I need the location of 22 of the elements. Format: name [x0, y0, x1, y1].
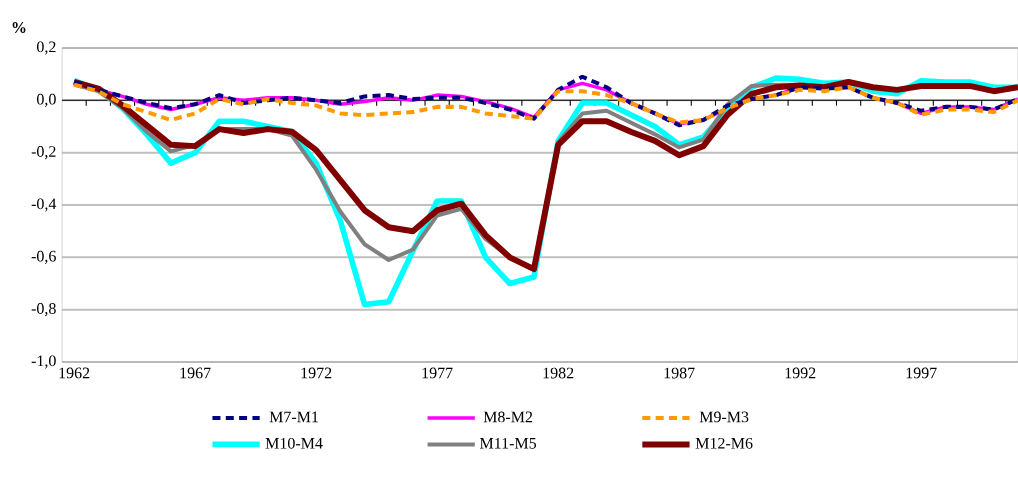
x-tick-label: 1962 — [59, 367, 90, 379]
legend-label: M9-M3 — [699, 411, 749, 423]
y-tick-label: -1,0 — [31, 355, 56, 369]
x-tick-label: 1997 — [906, 367, 937, 379]
y-axis-title: % — [12, 22, 26, 33]
legend-label: M7-M1 — [269, 411, 318, 423]
x-tick-label: 1977 — [422, 367, 453, 379]
legend-label: M12-M6 — [695, 437, 753, 449]
x-tick-label: 1987 — [664, 367, 695, 379]
y-tick-label: 0,0 — [37, 93, 56, 107]
legend-label: M10-M4 — [265, 437, 323, 449]
legend-label: M8-M2 — [483, 411, 533, 423]
x-tick-label: 1982 — [543, 367, 574, 379]
x-tick-label: 1972 — [301, 367, 332, 379]
y-tick-label: -0,8 — [31, 303, 56, 317]
legend-label: M11-M5 — [479, 437, 537, 449]
y-tick-label: -0,4 — [31, 198, 57, 212]
y-tick-label: -0,2 — [31, 146, 56, 160]
x-tick-label: 1967 — [180, 367, 211, 379]
x-tick-label: 1992 — [785, 367, 816, 379]
y-tick-label: 0,2 — [37, 41, 56, 55]
y-tick-label: -0,6 — [31, 250, 56, 264]
